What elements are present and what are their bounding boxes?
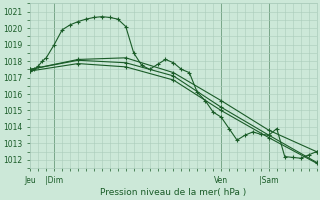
X-axis label: Pression niveau de la mer( hPa ): Pression niveau de la mer( hPa ): [100, 188, 247, 197]
